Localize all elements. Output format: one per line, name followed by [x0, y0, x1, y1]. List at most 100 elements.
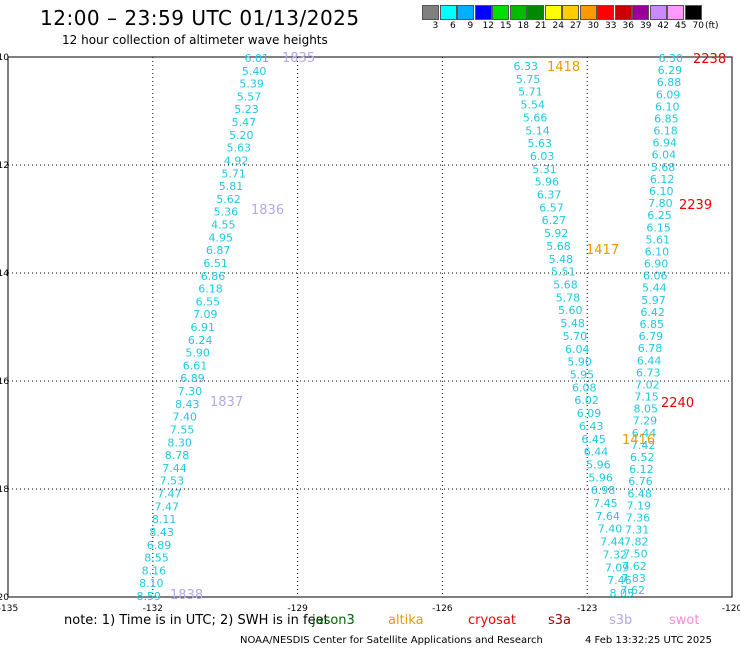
track1-wave-height: 7.09: [193, 308, 218, 321]
track1-wave-height: 5.62: [216, 193, 241, 206]
track3-wave-height: 6.94: [652, 137, 677, 150]
track2-wave-height: 5.51: [551, 266, 576, 279]
legend-swatch: [614, 5, 632, 20]
track1-wave-height: 8.10: [139, 577, 164, 590]
track3-wave-height: 6.90: [644, 258, 669, 271]
track3-wave-height: 6.48: [627, 487, 652, 500]
track1-wave-height: 4.92: [224, 154, 249, 167]
track2-wave-height: 5.60: [558, 304, 583, 317]
track1-wave-height: 5.63: [227, 142, 252, 155]
track2-wave-height: 7.45: [593, 497, 618, 510]
track1-wave-height: 7.47: [157, 488, 182, 501]
track3-wave-height: 6.76: [628, 475, 653, 488]
track2-wave-height: 5.70: [563, 330, 588, 343]
track3-wave-height: 6.09: [656, 88, 681, 101]
lat-tick-label: 18: [0, 485, 9, 495]
track1-wave-height: 8.55: [144, 552, 169, 565]
track2-wave-height: 6.57: [539, 201, 564, 214]
lat-tick-label: 12: [0, 161, 9, 171]
track3-wave-height: 6.52: [630, 451, 655, 464]
track3-wave-height: 7.02: [635, 378, 660, 391]
track1-wave-height: 7.55: [170, 423, 195, 436]
track2-wave-height: 5.90: [567, 356, 592, 369]
track2-wave-height: 6.37: [537, 189, 562, 202]
legend-label: 70: [692, 21, 704, 31]
track3-wave-height: 7.36: [626, 511, 651, 524]
track1-wave-height: 7.53: [160, 475, 185, 488]
legend-label: 33: [605, 21, 617, 31]
track1-wave-height: 6.89: [180, 372, 205, 385]
track3-wave-height: 5.97: [641, 294, 666, 307]
lat-tick-label: 10: [0, 53, 9, 63]
legend-swatch: [544, 5, 562, 20]
legend-label: 36: [622, 21, 634, 31]
satellite-time-label: 2238: [693, 52, 726, 67]
legend-swatch: [457, 5, 474, 20]
track3-wave-height: 7.19: [627, 499, 652, 512]
track2-wave-height: 5.96: [535, 176, 560, 189]
track2-wave-height: 5.96: [588, 471, 613, 484]
track1-wave-height: 6.24: [188, 334, 213, 347]
track1-wave-height: 5.90: [185, 347, 210, 360]
satellite-time-label: 1838: [170, 588, 203, 603]
track3-wave-height: 6.30: [659, 52, 684, 65]
track2-wave-height: 5.71: [518, 86, 543, 99]
track1-wave-height: 6.87: [206, 244, 231, 257]
track3-wave-height: 7.15: [634, 391, 659, 404]
mission-swot: swot: [669, 613, 700, 628]
track1-wave-height: 8.78: [165, 449, 190, 462]
track3-wave-height: 7.50: [623, 548, 648, 561]
track1-wave-height: 5.71: [221, 167, 246, 180]
track1-wave-height: 8.16: [142, 564, 167, 577]
track1-wave-height: 5.36: [214, 206, 239, 219]
lon-tick-label: -135: [0, 604, 18, 614]
track3-wave-height: 6.42: [640, 306, 665, 319]
legend-label: 42: [657, 21, 669, 31]
legend-swatch: [667, 5, 684, 20]
track2-wave-height: 6.45: [581, 433, 606, 446]
legend-label: 12: [482, 21, 494, 31]
track3-wave-height: 6.12: [629, 463, 654, 476]
track1-wave-height: 8.30: [167, 436, 192, 449]
track1-wave-height: 8.43: [149, 526, 174, 539]
satellite-time-label: 1416: [622, 433, 655, 448]
track3-wave-height: 6.44: [637, 354, 662, 367]
track1-wave-height: 6.61: [183, 359, 208, 372]
track1-wave-height: 7.44: [162, 462, 187, 475]
track2-wave-height: 6.44: [584, 446, 609, 459]
legend-label: 39: [640, 21, 652, 31]
track3-wave-height: 5.44: [642, 282, 667, 295]
track1-wave-height: 6.55: [196, 295, 221, 308]
track2-wave-height: 5.31: [532, 163, 557, 176]
lat-tick-label: 14: [0, 269, 9, 279]
track2-wave-height: 5.95: [570, 368, 595, 381]
map-frame: [7, 56, 733, 598]
lon-tick-label: -132: [143, 604, 163, 614]
track3-wave-height: 6.10: [645, 245, 670, 258]
track2-wave-height: 7.40: [598, 523, 623, 536]
track2-wave-height: 5.75: [516, 73, 541, 86]
track1-wave-height: 5.47: [232, 116, 257, 129]
satellite-time-label: 1835: [282, 51, 315, 66]
track3-wave-height: 7.42: [631, 439, 656, 452]
track1-wave-height: 7.40: [173, 411, 198, 424]
track1-wave-height: 7.30: [178, 385, 203, 398]
track2-wave-height: 5.63: [528, 137, 553, 150]
legend-swatch: [684, 5, 702, 20]
note-text: note: 1) Time is in UTC; 2) SWH is in fe…: [64, 613, 329, 628]
track1-wave-height: 8.11: [152, 513, 177, 526]
track3-wave-height: 6.85: [640, 318, 665, 331]
track3-wave-height: 6.06: [643, 270, 668, 283]
legend-swatch: [422, 5, 439, 20]
legend-label: 15: [500, 21, 512, 31]
track1-wave-height: 6.91: [191, 321, 216, 334]
legend-label: 6: [450, 21, 456, 31]
track3-wave-height: 6.73: [636, 366, 661, 379]
lon-tick-label: -129: [287, 604, 308, 614]
track3-wave-height: 7.62: [621, 584, 646, 597]
track2-wave-height: 5.68: [546, 240, 571, 253]
satellite-time-label: 1418: [547, 60, 580, 75]
track2-wave-height: 7.09: [605, 561, 630, 574]
page-subtitle: 12 hour collection of altimeter wave hei…: [62, 33, 328, 47]
